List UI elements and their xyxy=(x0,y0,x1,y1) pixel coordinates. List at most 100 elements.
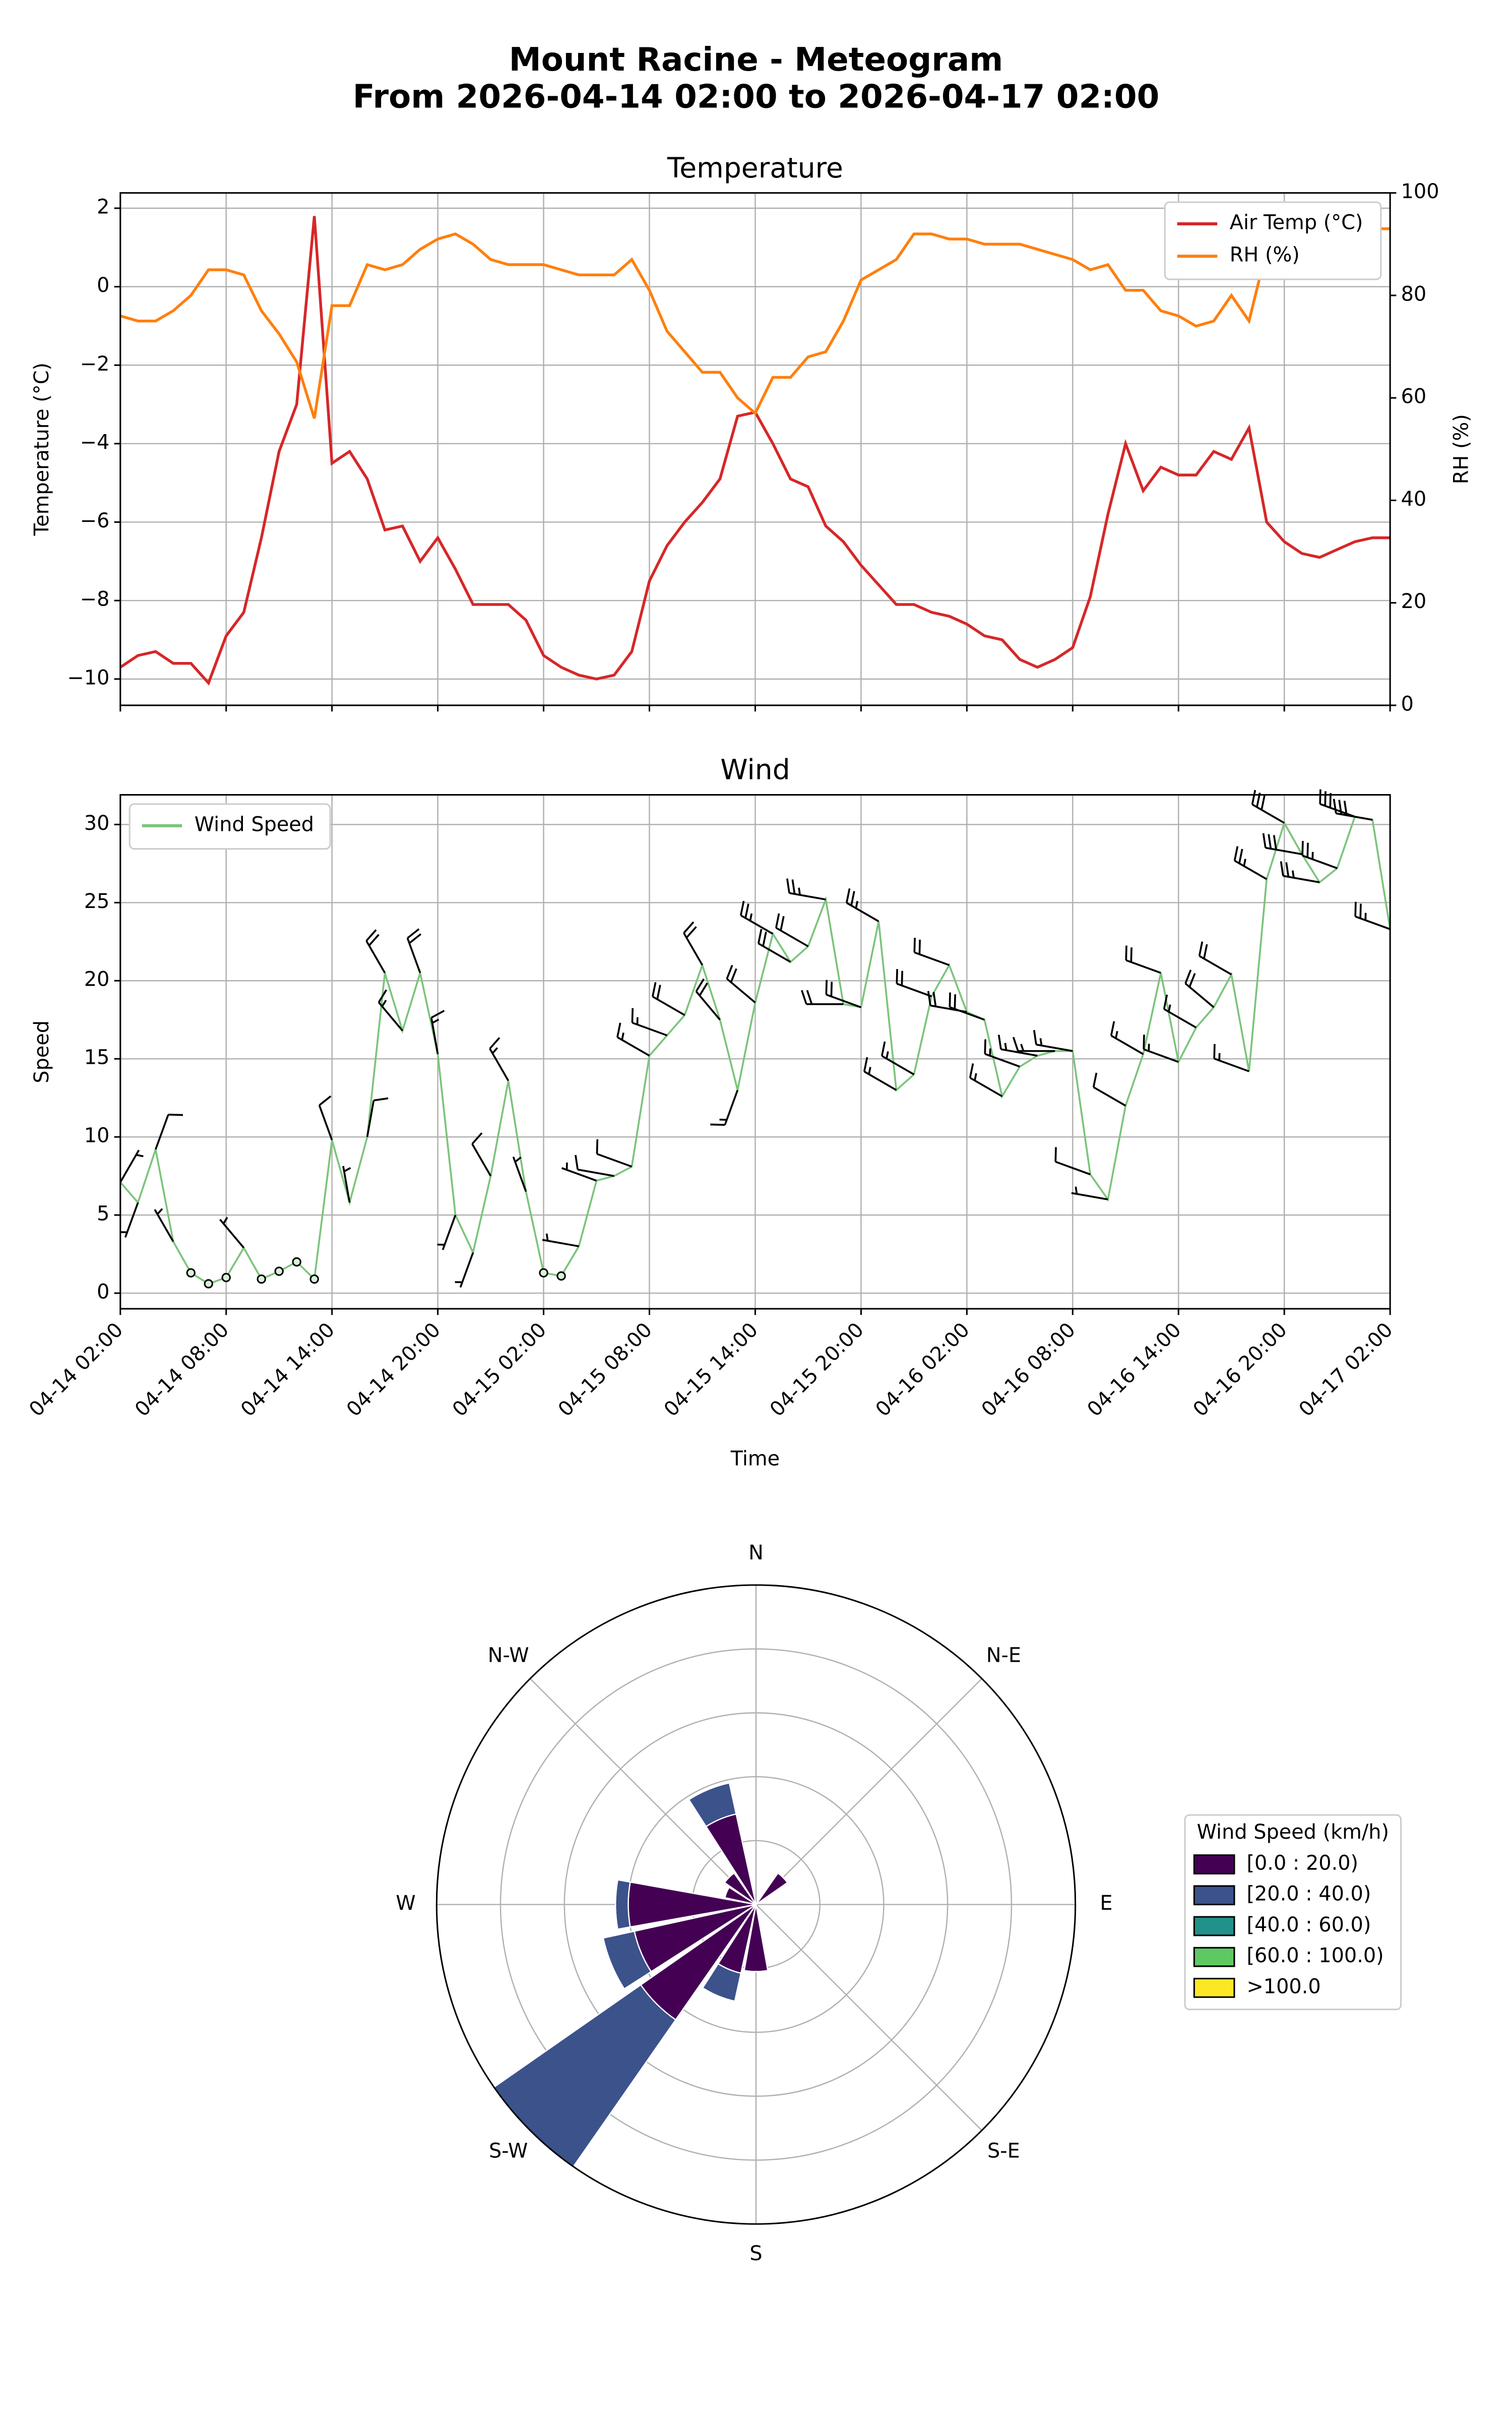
legend-swatch xyxy=(1193,1916,1235,1937)
legend-label: [20.0 : 40.0) xyxy=(1246,1883,1371,1906)
barb-full xyxy=(710,1123,725,1126)
y-tick-label: −6 xyxy=(80,509,110,532)
barb-half xyxy=(491,1047,498,1054)
barb-staff xyxy=(1283,875,1320,883)
y-tick-label: 25 xyxy=(84,890,110,913)
calm-circle xyxy=(309,1274,319,1284)
barb-half xyxy=(381,999,387,1007)
barb-staff xyxy=(1125,959,1161,974)
calm-circle xyxy=(556,1271,566,1281)
barb-full xyxy=(656,985,661,1000)
wind-barb xyxy=(430,1010,445,1055)
wind-barb xyxy=(984,1039,1020,1068)
barb-staff xyxy=(430,1017,439,1055)
barb-full xyxy=(780,916,785,931)
barb-full xyxy=(1262,833,1267,848)
barb-full xyxy=(997,1035,1002,1050)
rose-wedge xyxy=(602,1938,625,1989)
panel-title: Wind xyxy=(720,754,790,786)
barb-full xyxy=(1033,1030,1037,1045)
wind-barb xyxy=(221,1273,231,1283)
direction-label: S-E xyxy=(987,2139,1020,2162)
barb-full xyxy=(786,878,790,893)
barb-staff xyxy=(789,892,826,900)
barb-full xyxy=(489,1037,500,1050)
barb-full xyxy=(1198,941,1204,956)
wind-barb xyxy=(631,1008,668,1037)
barb-full xyxy=(730,968,737,983)
y-tick-label: 10 xyxy=(84,1124,110,1147)
wind-barb xyxy=(274,1266,284,1276)
barb-staff xyxy=(365,940,386,974)
y2-tick-label: 60 xyxy=(1401,385,1427,408)
direction-label: S-W xyxy=(489,2139,528,2162)
wind-barb xyxy=(1213,1044,1249,1072)
wind-barb xyxy=(1280,861,1320,883)
barb-staff xyxy=(1071,1192,1108,1200)
barb-full xyxy=(373,1097,389,1102)
barb-full xyxy=(1261,795,1266,810)
y-tick-label: −2 xyxy=(80,352,110,376)
wind-barb xyxy=(575,1155,614,1177)
barb-staff xyxy=(1302,855,1338,869)
barb-full xyxy=(685,926,697,939)
wind-barb xyxy=(997,1035,1038,1057)
barb-full xyxy=(319,1095,332,1106)
y-tick-label: 5 xyxy=(97,1202,109,1226)
direction-label: N-W xyxy=(488,1644,529,1667)
wind-barb xyxy=(683,921,704,966)
wind-barb xyxy=(542,1233,579,1247)
barb-full xyxy=(1285,862,1290,877)
barb-staff xyxy=(1214,1058,1249,1072)
wind-barb xyxy=(561,1162,597,1182)
legend-label: Air Temp (°C) xyxy=(1230,211,1363,234)
wind-barb xyxy=(342,1166,351,1203)
barb-half xyxy=(514,1157,522,1163)
barb-staff xyxy=(695,991,721,1020)
barb-full xyxy=(377,989,388,1003)
barb-full xyxy=(1092,1072,1098,1087)
rose-wedge xyxy=(614,1879,631,1930)
barb-full xyxy=(1359,903,1362,919)
legend-swatch xyxy=(1193,1885,1235,1906)
y-tick-label: 15 xyxy=(84,1046,110,1069)
barb-staff xyxy=(1355,916,1391,930)
wind-barb xyxy=(292,1257,301,1267)
barb-staff xyxy=(881,1055,915,1075)
barb-full xyxy=(1306,842,1309,858)
barb-staff xyxy=(1336,812,1373,821)
barb-full xyxy=(365,929,377,942)
wind-barb xyxy=(845,888,879,923)
barb-full xyxy=(1251,790,1256,805)
angular-grid xyxy=(755,1904,982,2131)
barb-full xyxy=(1324,791,1327,806)
wind-barb xyxy=(1233,846,1268,880)
barb-staff xyxy=(740,914,774,935)
barb-staff xyxy=(826,994,862,1008)
barb-staff xyxy=(683,932,704,966)
barb-half xyxy=(156,1208,163,1215)
legend-swatch xyxy=(1193,1947,1235,1967)
wind-barb xyxy=(1054,1147,1091,1176)
wind-barb xyxy=(863,1057,897,1091)
rose-wedge xyxy=(614,1880,618,1929)
series-line xyxy=(120,227,1391,419)
y2-tick-label: 20 xyxy=(1401,590,1427,613)
barb-full xyxy=(407,928,420,939)
wind-barb xyxy=(775,913,809,947)
y-tick-label: −10 xyxy=(67,666,109,689)
barb-half xyxy=(886,1051,889,1059)
barb-full xyxy=(430,1010,445,1019)
barb-full xyxy=(918,939,921,954)
y-axis-label: Speed xyxy=(30,1020,53,1083)
legend-label: RH (%) xyxy=(1230,244,1300,267)
barb-staff xyxy=(914,951,950,966)
wind-barb xyxy=(896,969,932,997)
x-axis-label: Time xyxy=(730,1447,780,1470)
calm-circle xyxy=(221,1273,231,1283)
barb-full xyxy=(699,982,708,996)
calm-circle xyxy=(274,1266,284,1276)
barb-staff xyxy=(726,978,756,1004)
barb-staff xyxy=(1251,803,1285,824)
panel-title: Temperature xyxy=(667,152,843,184)
